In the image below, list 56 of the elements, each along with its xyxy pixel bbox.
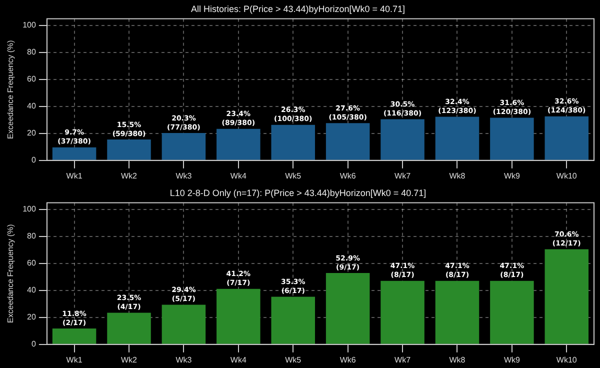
bar [326,273,370,344]
x-tick-label: Wk2 [121,355,138,364]
x-tick-label: Wk8 [449,171,466,180]
x-tick-label: Wk6 [340,171,356,180]
x-tick-label: Wk3 [176,171,192,180]
x-tick-label: Wk8 [449,355,466,364]
y-tick-label: 80 [27,232,36,241]
bar [271,296,316,344]
y-tick-label: 60 [27,258,36,268]
bar [544,116,589,160]
x-tick-label: Wk5 [285,355,302,364]
bar [490,118,534,160]
x-tick-label: Wk7 [394,171,412,180]
x-tick-label: Wk1 [66,355,83,364]
chart-title: All Histories: P(Price > 43.44)byHorizon[Wk0 = 40.71] [190,4,406,14]
bar [107,139,151,160]
y-tick-label: 40 [27,286,36,295]
y-tick-label: 60 [27,74,36,84]
bar [380,280,424,344]
x-tick-label: Wk10 [556,355,578,364]
x-tick-label: Wk9 [504,171,520,180]
x-tick-label: Wk9 [504,355,520,364]
y-tick-label: 100 [22,20,36,30]
y-tick-label: 0 [31,340,36,349]
y-axis-title: Exceedance Frequency (%) [6,224,16,323]
bar [216,288,260,344]
bar [52,147,96,160]
y-tick-label: 40 [27,102,36,111]
bar [544,249,589,344]
bar [435,116,480,160]
y-tick-label: 100 [22,204,36,214]
bar [271,124,316,160]
bar [380,119,424,160]
bar [326,123,370,160]
bar [162,304,206,344]
bar [162,133,206,160]
x-tick-label: Wk5 [285,171,302,180]
y-tick-label: 80 [27,48,36,57]
x-tick-label: Wk1 [66,171,83,180]
bar [52,328,96,344]
x-tick-label: Wk10 [556,171,578,180]
x-tick-label: Wk6 [340,355,356,364]
x-tick-label: Wk3 [176,355,192,364]
x-tick-label: Wk4 [230,171,247,180]
x-tick-label: Wk4 [230,355,247,364]
bar [107,312,151,344]
x-tick-label: Wk2 [121,171,138,180]
bar [490,280,534,344]
x-tick-label: Wk7 [394,355,412,364]
y-tick-label: 0 [31,156,36,165]
bar [216,128,260,160]
y-axis-title: Exceedance Frequency (%) [6,40,16,139]
y-tick-label: 20 [27,128,36,138]
bar [435,280,480,344]
y-tick-label: 20 [27,312,36,322]
chart-title: L10 2-8-D Only (n=17): P(Price > 43.44)byHorizon[Wk0 = 40.71] [170,188,426,198]
